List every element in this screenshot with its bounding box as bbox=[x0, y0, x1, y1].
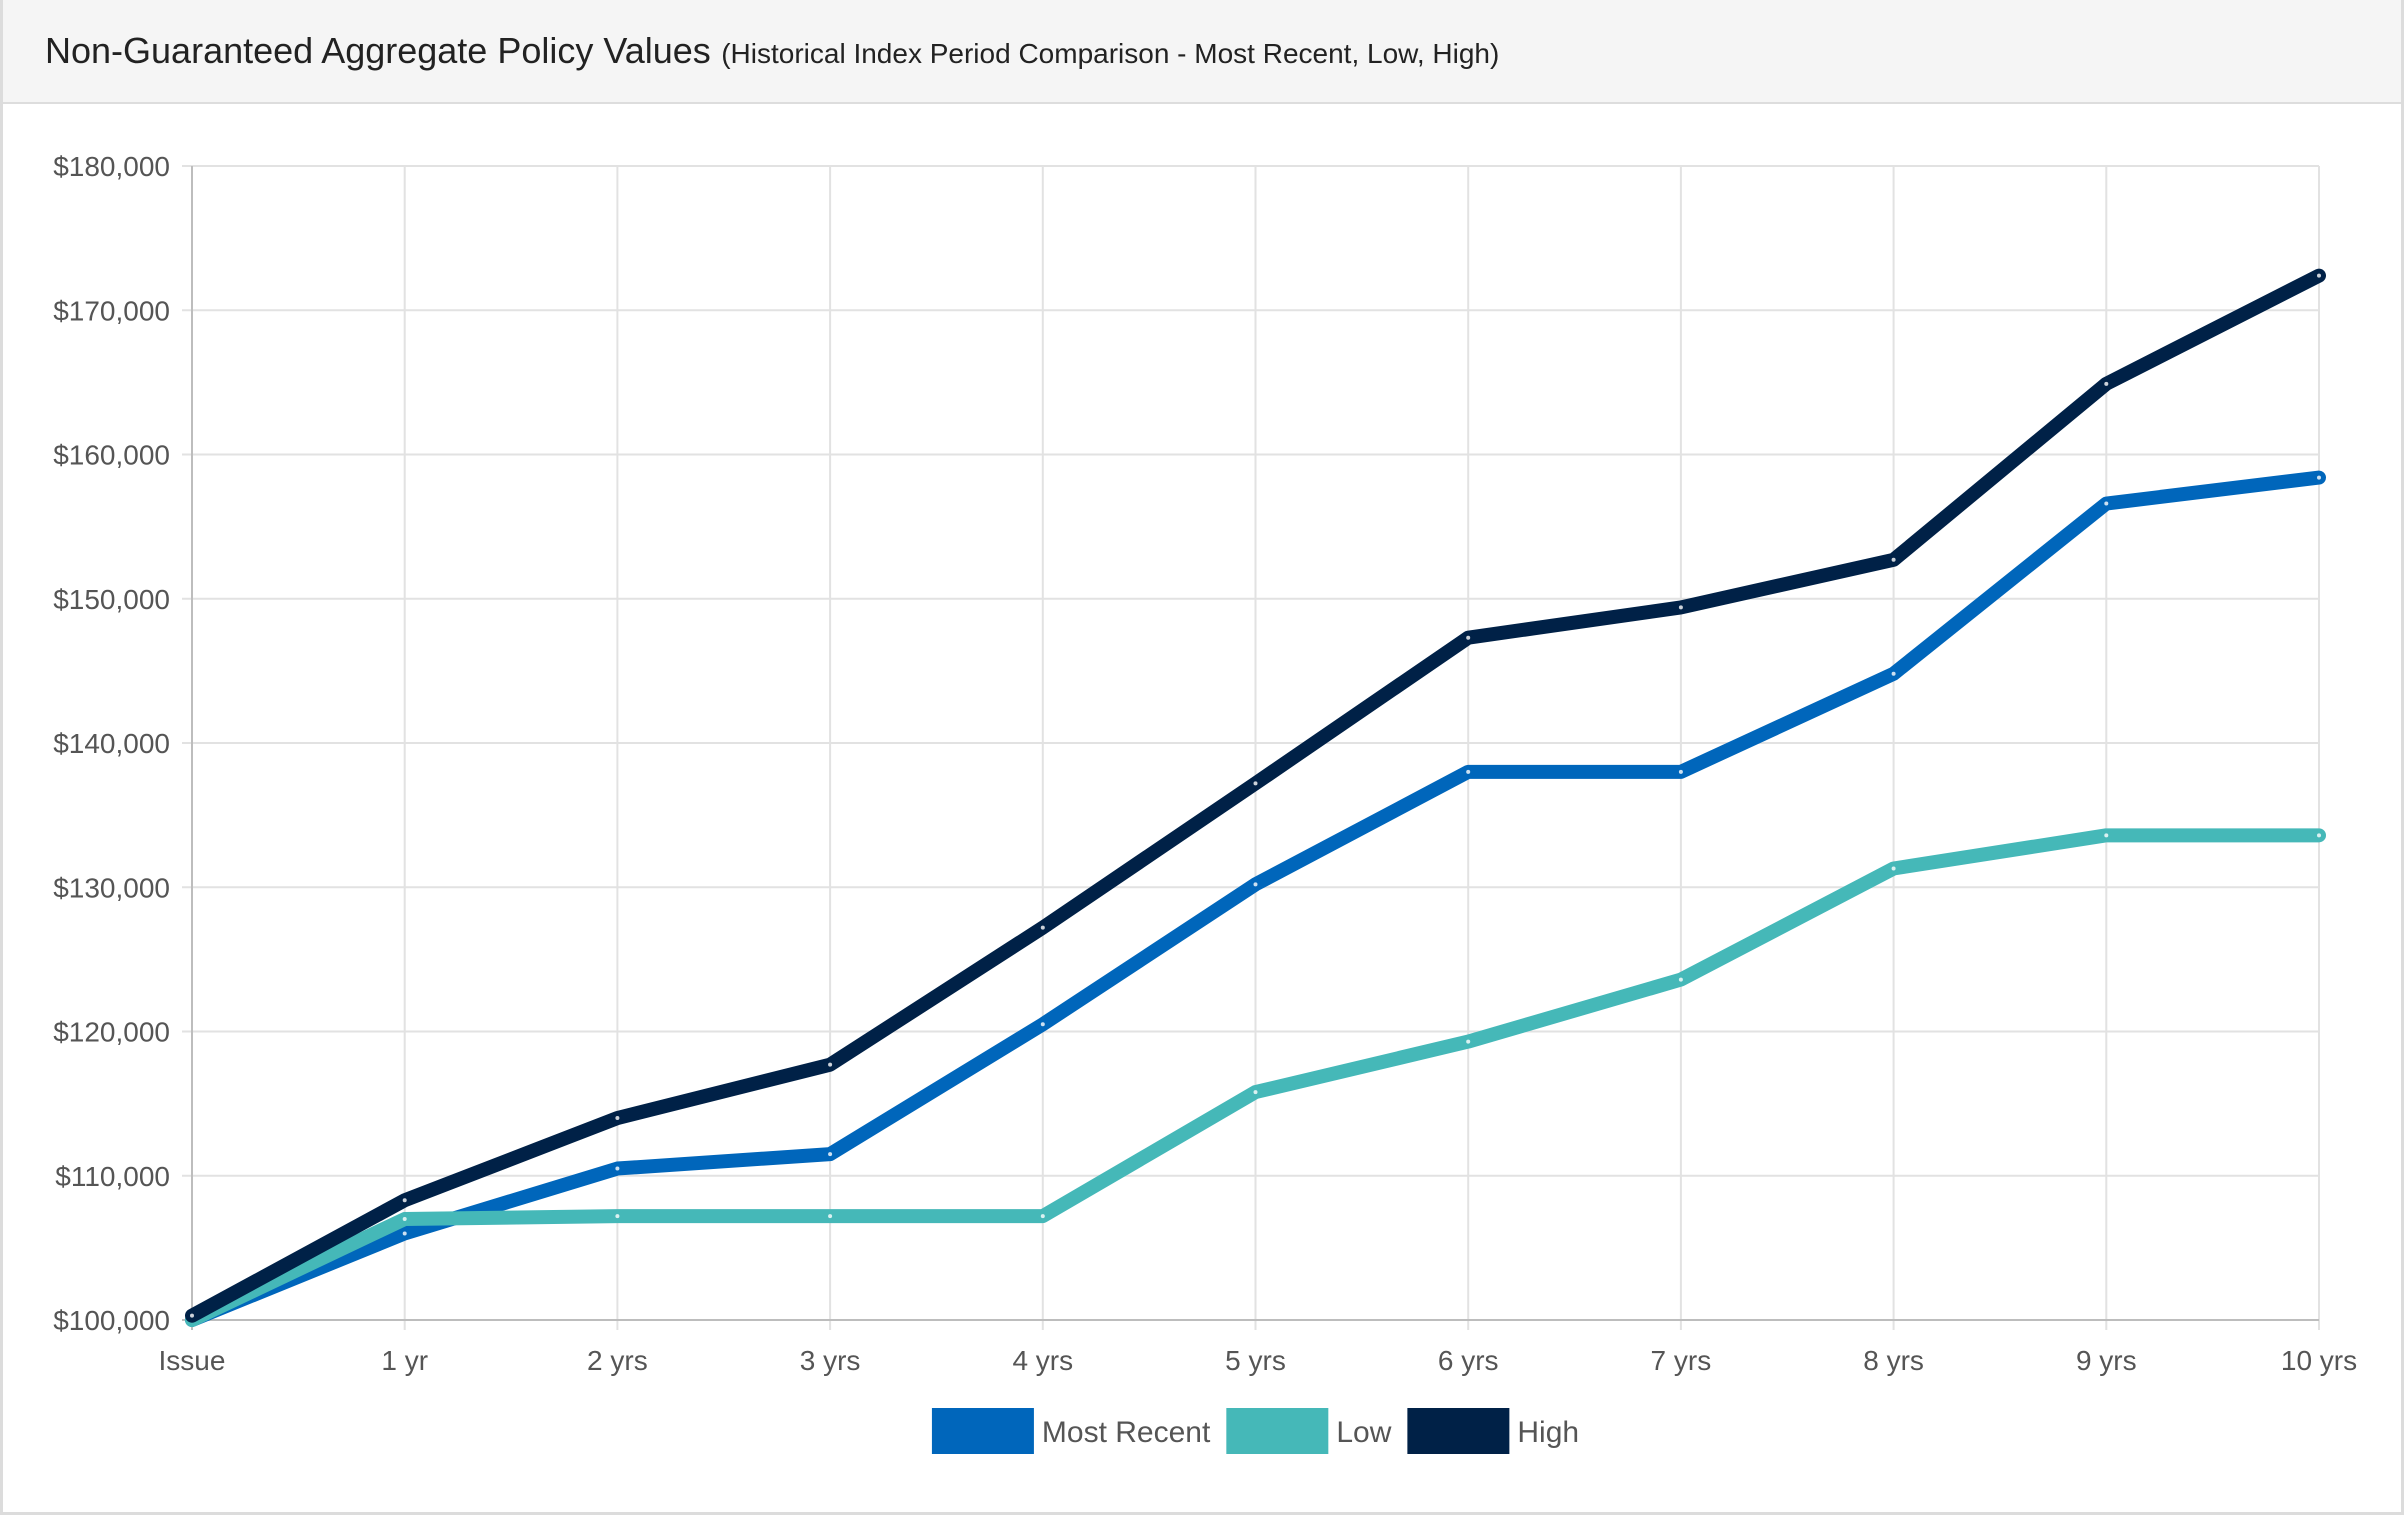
data-point-high bbox=[615, 1116, 620, 1121]
x-tick-label: 10 yrs bbox=[2281, 1345, 2357, 1376]
y-tick-label: $130,000 bbox=[53, 872, 170, 903]
axes bbox=[191, 166, 2319, 1321]
y-tick-label: $100,000 bbox=[53, 1305, 170, 1336]
data-point-most-recent bbox=[615, 1166, 620, 1171]
x-tick-label: 5 yrs bbox=[1225, 1345, 1286, 1376]
y-tick-label: $110,000 bbox=[55, 1161, 170, 1192]
legend-item-most-recent[interactable]: Most Recent bbox=[931, 1408, 1211, 1454]
data-point-low bbox=[1466, 1039, 1471, 1044]
data-point-most-recent bbox=[1891, 671, 1896, 676]
chart-subtitle: (Historical Index Period Comparison - Mo… bbox=[721, 38, 1500, 69]
legend-label-high: High bbox=[1517, 1416, 1579, 1449]
legend-item-low[interactable]: Low bbox=[1226, 1408, 1392, 1454]
data-point-low bbox=[1891, 866, 1896, 871]
line-chart: $100,000 $110,000 $120,000 $130,000 $140,000… bbox=[53, 151, 2358, 1454]
legend-swatch-high bbox=[1407, 1408, 1510, 1454]
data-point-low bbox=[402, 1217, 407, 1222]
legend-swatch-most-recent bbox=[931, 1408, 1034, 1454]
data-point-high bbox=[1466, 635, 1471, 640]
data-point-most-recent bbox=[828, 1152, 833, 1157]
x-tick-label: 8 yrs bbox=[1863, 1345, 1924, 1376]
x-tick-label: 9 yrs bbox=[2076, 1345, 2137, 1376]
legend-label-most-recent: Most Recent bbox=[1042, 1416, 1211, 1449]
y-tick-label: $170,000 bbox=[53, 295, 170, 326]
panel-header: Non-Guaranteed Aggregate Policy Values (… bbox=[3, 0, 2401, 104]
data-point-high bbox=[1678, 605, 1683, 610]
chart-title: Non-Guaranteed Aggregate Policy Values (… bbox=[45, 30, 1499, 72]
data-point-high bbox=[402, 1198, 407, 1203]
legend-label-low: Low bbox=[1336, 1416, 1391, 1449]
y-tick-label: $120,000 bbox=[53, 1017, 170, 1048]
data-point-high bbox=[1253, 781, 1258, 786]
x-tick-label: 2 yrs bbox=[587, 1345, 648, 1376]
x-tick-label: 3 yrs bbox=[800, 1345, 861, 1376]
grid-lines bbox=[182, 165, 2320, 1330]
data-point-low bbox=[1040, 1214, 1045, 1219]
y-tick-label: $140,000 bbox=[53, 728, 170, 759]
data-point-high bbox=[2104, 381, 2109, 386]
legend-item-high[interactable]: High bbox=[1407, 1408, 1579, 1454]
data-point-low bbox=[1678, 977, 1683, 982]
series-lines bbox=[185, 268, 2326, 1327]
y-axis-tick-labels: $100,000 $110,000 $120,000 $130,000 $140,000… bbox=[53, 151, 170, 1336]
data-point-low bbox=[1253, 1090, 1258, 1095]
y-tick-label: $160,000 bbox=[53, 440, 170, 471]
y-tick-label: $150,000 bbox=[53, 584, 170, 615]
y-tick-label: $180,000 bbox=[53, 151, 170, 182]
data-point-most-recent bbox=[2104, 501, 2109, 506]
data-point-most-recent bbox=[2317, 475, 2321, 480]
x-tick-label: 4 yrs bbox=[1012, 1345, 1073, 1376]
data-point-most-recent bbox=[1466, 769, 1471, 774]
data-point-high bbox=[1891, 557, 1896, 562]
x-tick-label: 6 yrs bbox=[1438, 1345, 1499, 1376]
data-point-low bbox=[2104, 833, 2109, 838]
x-tick-label: Issue bbox=[159, 1345, 226, 1376]
data-point-high bbox=[2317, 273, 2321, 278]
data-point-high bbox=[828, 1062, 833, 1067]
data-point-low bbox=[828, 1214, 833, 1219]
data-point-high bbox=[1040, 925, 1045, 930]
data-point-most-recent bbox=[1678, 769, 1683, 774]
data-point-most-recent bbox=[402, 1231, 407, 1236]
legend[interactable]: Most Recent Low High bbox=[931, 1408, 1579, 1454]
data-point-low bbox=[2317, 833, 2321, 838]
data-point-most-recent bbox=[1253, 882, 1258, 887]
data-point-most-recent bbox=[1040, 1022, 1045, 1027]
x-tick-label: 7 yrs bbox=[1651, 1345, 1712, 1376]
data-point-high bbox=[190, 1313, 194, 1318]
chart-title-main: Non-Guaranteed Aggregate Policy Values bbox=[45, 30, 711, 71]
legend-swatch-low bbox=[1226, 1408, 1329, 1454]
x-tick-label: 1 yr bbox=[381, 1345, 428, 1376]
data-point-low bbox=[615, 1214, 620, 1219]
x-axis-tick-labels: Issue 1 yr 2 yrs 3 yrs 4 yrs 5 yrs 6 yrs 7 yrs 8… bbox=[159, 1345, 2358, 1376]
